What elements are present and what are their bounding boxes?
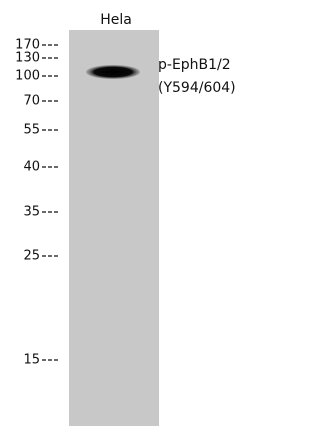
protein-site: (Y594/604) bbox=[158, 80, 236, 96]
marker-label: 25 bbox=[23, 249, 40, 264]
protein-band bbox=[86, 65, 140, 79]
marker-label: 55 bbox=[23, 123, 40, 138]
marker-label: 15 bbox=[23, 353, 40, 368]
protein-name: p-EphB1/2 bbox=[158, 57, 231, 73]
marker-label: 40 bbox=[23, 160, 40, 175]
blot-lane bbox=[69, 30, 159, 426]
western-blot: Hela p-EphB1/2 (Y594/604) 17013010070554… bbox=[0, 0, 270, 426]
marker-label: 100 bbox=[15, 69, 40, 84]
lane-label: Hela bbox=[100, 12, 132, 28]
marker-label: 35 bbox=[23, 205, 40, 220]
marker-label: 130 bbox=[15, 51, 40, 66]
marker-label: 70 bbox=[23, 94, 40, 109]
